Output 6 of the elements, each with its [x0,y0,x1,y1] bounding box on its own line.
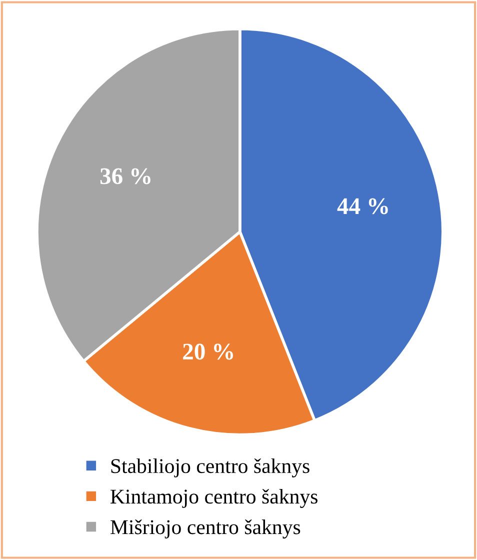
data-label: 36 % [100,168,150,184]
legend-label: Stabiliojo centro šaknys [111,458,310,478]
legend-label: Kintamojo centro šaknys [110,488,318,508]
data-label: 20 % [183,344,233,360]
legend-label: Mišriojo centro šaknys [110,520,300,539]
data-label: 44 % [337,198,388,214]
